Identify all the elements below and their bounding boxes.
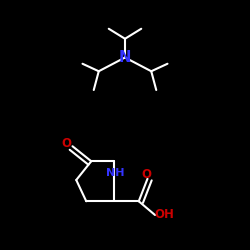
- Text: O: O: [61, 137, 71, 150]
- Text: O: O: [141, 168, 151, 181]
- Text: NH: NH: [106, 168, 124, 178]
- Text: OH: OH: [154, 208, 174, 222]
- Text: N: N: [119, 50, 131, 65]
